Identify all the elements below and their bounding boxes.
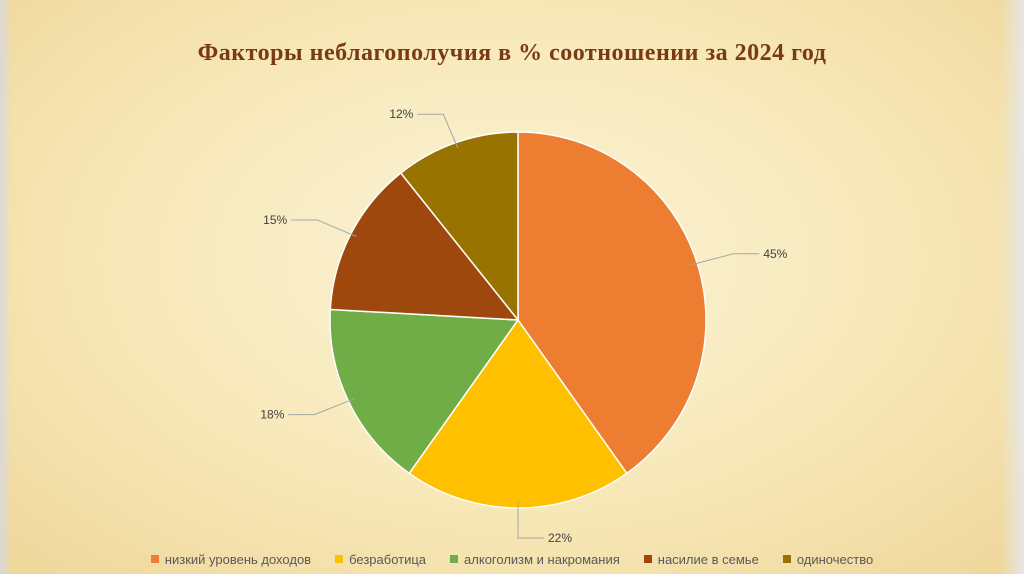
data-label-low-income: 45% [763,247,787,261]
legend-label: алкоголизм и накромания [464,551,620,567]
legend-swatch [782,555,791,563]
data-label-alcoholism: 18% [260,408,284,422]
data-label-unemployment: 22% [548,531,572,545]
legend-label: безработица [349,551,427,567]
legend-item-domestic-violence: насилие в семье [643,551,759,567]
legend-label: одиночество [796,551,874,567]
leader-line-unemployment [517,502,544,539]
leader-line-domestic-violence [291,219,357,237]
legend-label: низкий уровень доходов [164,551,312,567]
legend-item-unemployment: безработица [335,552,426,567]
legend-swatch [150,555,159,563]
legend-label: насилие в семье [657,551,759,567]
slide-edge-left [0,0,12,574]
data-label-domestic-violence: 15% [263,213,287,227]
legend-item-loneliness: одиночество [782,551,874,567]
leader-line-loneliness [417,113,459,149]
legend-item-low-income: низкий уровень доходов [150,551,312,567]
legend-swatch [643,555,652,563]
leader-line-low-income [691,253,760,266]
chart-title: Факторы неблагополучия в % соотношении з… [197,40,827,66]
chart-legend: низкий уровень доходов безработица алког… [0,550,1024,568]
legend-swatch [450,555,459,563]
leader-line-alcoholism [288,398,355,416]
legend-item-alcoholism: алкоголизм и накромания [450,552,620,567]
data-label-loneliness: 12% [389,107,413,121]
legend-swatch [335,555,344,563]
slide-edge-right [1000,0,1024,574]
